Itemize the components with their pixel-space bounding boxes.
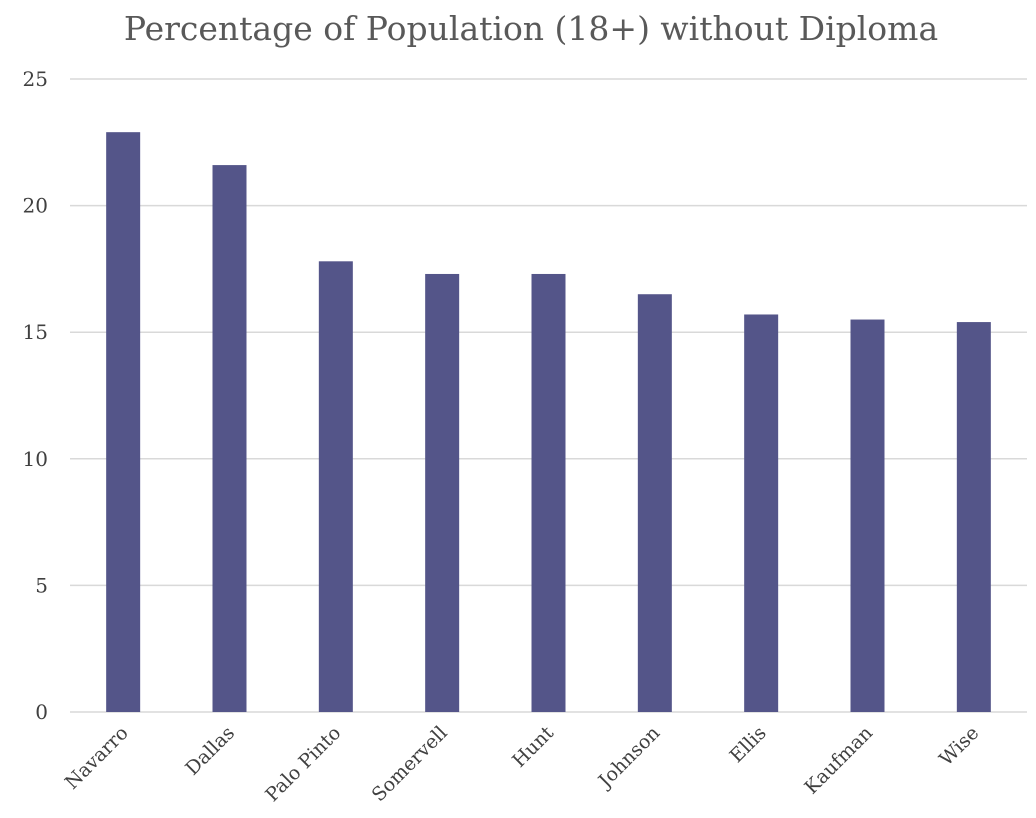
x-category-label: Dallas	[181, 722, 239, 780]
y-tick-label: 10	[23, 447, 48, 471]
x-category-label: Kaufman	[800, 722, 877, 799]
y-tick-label: 20	[23, 194, 48, 218]
x-category-label: Ellis	[726, 722, 771, 767]
x-category-label: Wise	[935, 722, 983, 770]
bar-navarro	[106, 132, 141, 712]
y-tick-label: 15	[23, 320, 48, 344]
chart-title: Percentage of Population (18+) without D…	[124, 9, 938, 48]
bars	[106, 132, 991, 712]
bar-palo-pinto	[318, 261, 353, 712]
y-tick-label: 0	[35, 700, 48, 724]
bar-hunt	[531, 273, 566, 712]
y-axis-ticks: 0 5 10 15 20 25	[23, 67, 48, 724]
bar-wise	[956, 322, 991, 712]
x-axis-labels: Navarro Dallas Palo Pinto Somervell Hunt John…	[61, 722, 984, 806]
x-category-label: Navarro	[61, 722, 133, 794]
y-tick-label: 5	[35, 573, 48, 597]
bar-johnson	[637, 294, 672, 712]
bar-dallas	[212, 165, 247, 712]
x-category-label: Palo Pinto	[261, 722, 345, 806]
y-tick-label: 25	[23, 67, 48, 91]
x-category-label: Hunt	[508, 722, 558, 772]
x-category-label: Somervell	[368, 722, 452, 806]
bar-kaufman	[850, 319, 885, 712]
x-category-label: Johnson	[593, 722, 664, 793]
bar-somervell	[425, 273, 460, 712]
bar-ellis	[744, 314, 779, 712]
